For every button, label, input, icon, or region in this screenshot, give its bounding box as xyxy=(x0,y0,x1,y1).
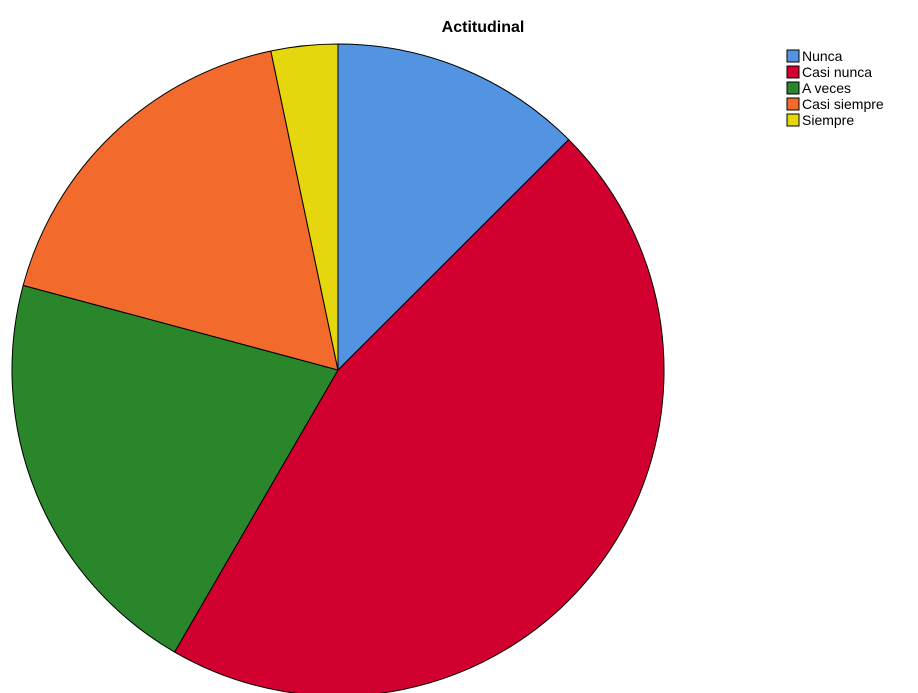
pie-slice-a-veces xyxy=(11,284,339,653)
pie-slice-siempre xyxy=(270,43,339,371)
legend-label-nunca: Nunca xyxy=(802,48,843,64)
pie-slices xyxy=(11,43,665,693)
pie-slice-casi-nunca xyxy=(174,139,665,693)
legend-label-casi-nunca: Casi nunca xyxy=(802,64,872,80)
pie-slice-casi-siempre xyxy=(22,50,339,371)
legend-swatch-a-veces xyxy=(786,81,800,95)
legend-label-casi-siempre: Casi siempre xyxy=(802,96,884,112)
pie-slice-nunca xyxy=(337,43,570,371)
legend-label-siempre: Siempre xyxy=(802,112,854,128)
legend-swatch-siempre xyxy=(786,113,800,127)
chart-title: Actitudinal xyxy=(442,19,525,36)
legend-swatch-casi-nunca xyxy=(786,65,800,79)
legend-label-a-veces: A veces xyxy=(802,80,851,96)
legend-swatch-casi-siempre xyxy=(786,97,800,111)
legend-swatch-nunca xyxy=(786,49,800,63)
